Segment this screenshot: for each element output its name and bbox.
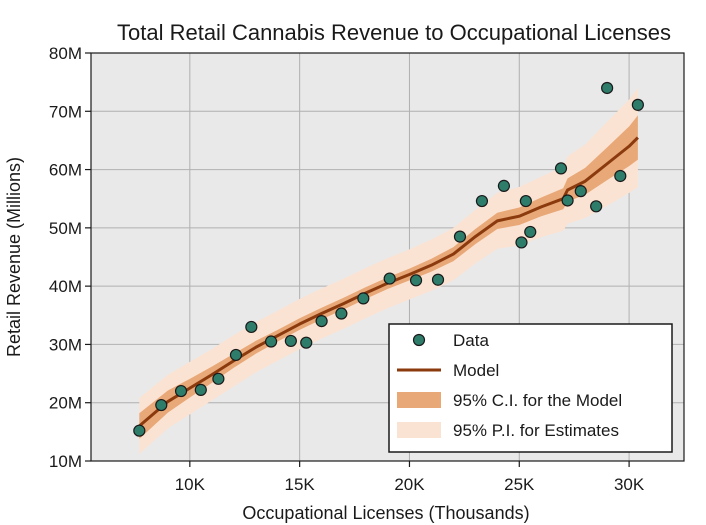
data-point [631, 98, 644, 111]
data-point [133, 424, 146, 437]
legend-marker-data [412, 333, 426, 347]
data-point [264, 335, 278, 348]
data-point [194, 383, 207, 396]
plot-frame [90, 52, 685, 462]
data-point [524, 225, 537, 239]
y-tick-label: 70M [49, 102, 82, 121]
data-point [212, 372, 225, 385]
data-point [574, 185, 587, 198]
data-point [357, 292, 370, 305]
y-tick-label: 80M [49, 44, 82, 63]
y-axis-label: Retail Revenue (Millions) [4, 157, 24, 357]
model-line [138, 136, 639, 428]
legend-swatch-pi [397, 422, 441, 438]
x-tick-label: 30K [614, 475, 645, 494]
data-point [315, 315, 328, 328]
legend: Data Model 95% C.I. for the Model 95% P.I. … [388, 323, 673, 453]
y-tick-label: 50M [49, 219, 82, 238]
data-point [383, 272, 396, 285]
data-point [335, 307, 348, 320]
data-point [155, 398, 168, 412]
data-point [431, 273, 445, 286]
legend-label: 95% C.I. for the Model [453, 391, 622, 410]
y-tick-label: 60M [49, 161, 82, 180]
data-point [453, 230, 467, 243]
x-tick-label: 25K [504, 475, 535, 494]
data-point [245, 320, 258, 334]
x-tick-label: 20K [394, 475, 425, 494]
data-point [284, 334, 297, 348]
data-point [229, 348, 243, 362]
y-tick-label: 20M [49, 394, 82, 413]
data-point [174, 384, 188, 398]
y-tick-label: 40M [49, 277, 82, 296]
legend-label: Model [453, 361, 499, 380]
data-point [554, 162, 568, 175]
data-point [409, 274, 423, 287]
legend-label: Data [453, 331, 489, 350]
data-point [601, 81, 614, 95]
data-point [590, 200, 603, 213]
y-tick-label: 30M [49, 335, 82, 354]
legend-swatch-ci [397, 392, 441, 408]
data-point [515, 236, 528, 249]
data-point [561, 194, 574, 207]
y-tick-label: 10M [49, 452, 82, 471]
data-point [475, 194, 489, 208]
x-tick-label: 15K [285, 475, 316, 494]
data-point [497, 179, 511, 192]
data-point [614, 169, 627, 183]
data-point [519, 194, 532, 208]
data-point [300, 336, 313, 349]
plot-area: 10K 15K 20K 25K 30K 10M 20M 30M 40M 50M 60M 70M 80M [49, 44, 685, 494]
x-tick-label: 10K [175, 475, 206, 494]
legend-label: 95% P.I. for Estimates [453, 421, 619, 440]
x-axis-label: Occupational Licenses (Thousands) [242, 503, 529, 523]
chart-title: Total Retail Cannabis Revenue to Occupat… [117, 20, 671, 45]
prediction-interval-band [139, 87, 638, 455]
